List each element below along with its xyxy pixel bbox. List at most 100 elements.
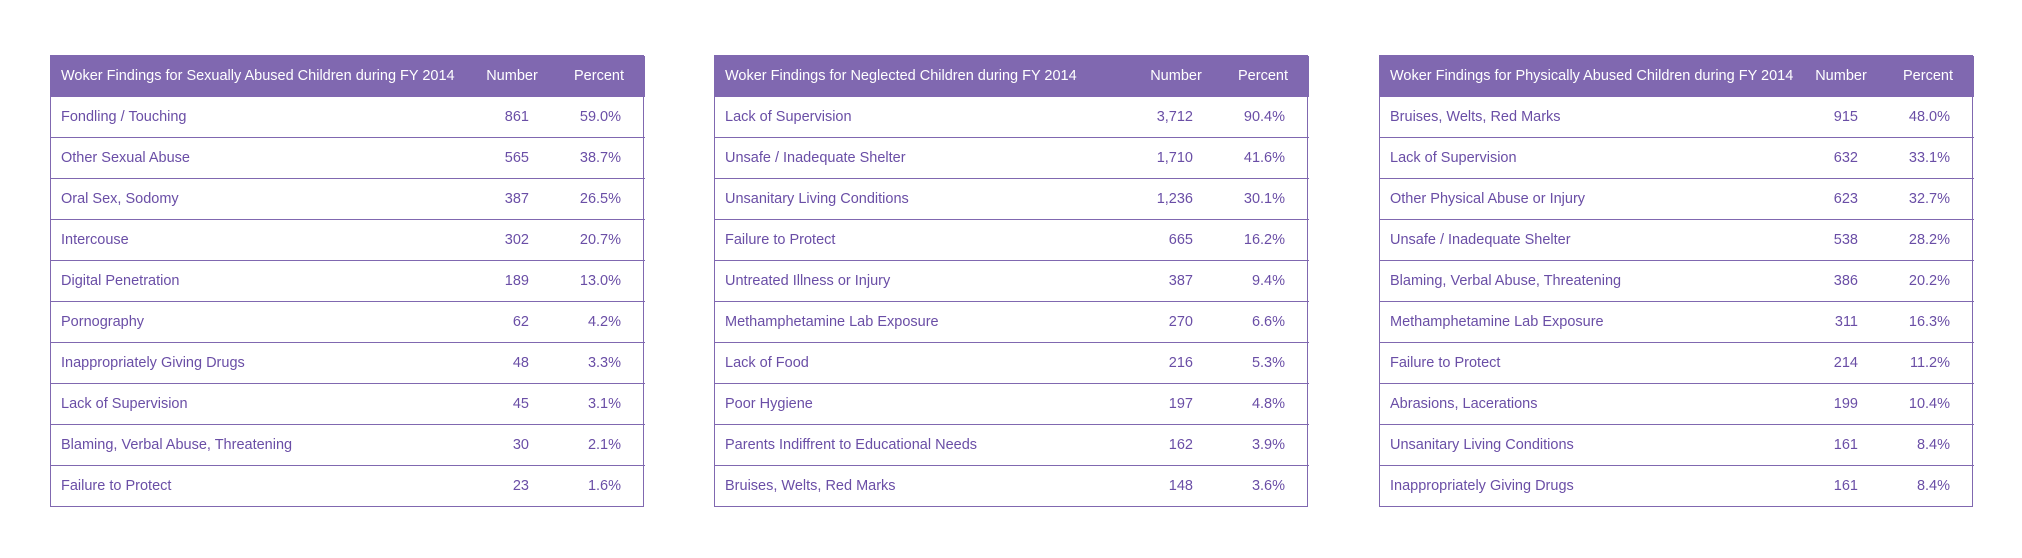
- finding-label-cell: Other Physical Abuse or Injury: [1380, 178, 1800, 220]
- number-cell: 1,710: [1135, 137, 1217, 179]
- finding-label-cell: Failure to Protect: [715, 219, 1135, 261]
- number-cell: 216: [1135, 342, 1217, 384]
- table-row: Blaming, Verbal Abuse, Threatening 386 20.…: [1380, 260, 1974, 302]
- table-row: Failure to Protect 214 11.2%: [1380, 342, 1974, 384]
- finding-label-cell: Digital Penetration: [51, 260, 471, 302]
- table-row: Failure to Protect 23 1.6%: [51, 465, 645, 506]
- finding-label-cell: Other Sexual Abuse: [51, 137, 471, 179]
- table-row: Methamphetamine Lab Exposure 270 6.6%: [715, 301, 1309, 343]
- table-row: Intercouse 302 20.7%: [51, 219, 645, 261]
- table-row: Unsanitary Living Conditions 161 8.4%: [1380, 424, 1974, 466]
- table-row: Unsafe / Inadequate Shelter 1,710 41.6%: [715, 137, 1309, 179]
- number-cell: 565: [471, 137, 553, 179]
- number-cell: 915: [1800, 96, 1882, 138]
- number-cell: 197: [1135, 383, 1217, 425]
- percent-cell: 9.4%: [1217, 260, 1309, 302]
- number-cell: 214: [1800, 342, 1882, 384]
- percent-cell: 2.1%: [553, 424, 645, 466]
- table-row: Failure to Protect 665 16.2%: [715, 219, 1309, 261]
- finding-label-cell: Lack of Supervision: [1380, 137, 1800, 179]
- table-header-row: Woker Findings for Neglected Children du…: [715, 56, 1309, 97]
- percent-cell: 20.2%: [1882, 260, 1974, 302]
- percent-cell: 3.1%: [553, 383, 645, 425]
- finding-label-cell: Failure to Protect: [51, 465, 471, 506]
- number-column-header: Number: [1135, 56, 1217, 97]
- table-row: Lack of Supervision 45 3.1%: [51, 383, 645, 425]
- percent-cell: 48.0%: [1882, 96, 1974, 138]
- finding-label-cell: Bruises, Welts, Red Marks: [1380, 96, 1800, 138]
- table-row: Pornography 62 4.2%: [51, 301, 645, 343]
- percent-cell: 20.7%: [553, 219, 645, 261]
- table-row: Inappropriately Giving Drugs 161 8.4%: [1380, 465, 1974, 506]
- finding-label-cell: Failure to Protect: [1380, 342, 1800, 384]
- finding-label-cell: Methamphetamine Lab Exposure: [715, 301, 1135, 343]
- sexual-abuse-findings-table: Woker Findings for Sexually Abused Child…: [50, 55, 645, 507]
- percent-cell: 5.3%: [1217, 342, 1309, 384]
- percent-cell: 90.4%: [1217, 96, 1309, 138]
- percent-cell: 30.1%: [1217, 178, 1309, 220]
- table-row: Bruises, Welts, Red Marks 148 3.6%: [715, 465, 1309, 506]
- percent-cell: 11.2%: [1882, 342, 1974, 384]
- percent-cell: 41.6%: [1217, 137, 1309, 179]
- number-cell: 861: [471, 96, 553, 138]
- percent-cell: 59.0%: [553, 96, 645, 138]
- table-row: Unsanitary Living Conditions 1,236 30.1%: [715, 178, 1309, 220]
- percent-cell: 4.8%: [1217, 383, 1309, 425]
- finding-label-cell: Unsafe / Inadequate Shelter: [715, 137, 1135, 179]
- number-cell: 623: [1800, 178, 1882, 220]
- finding-label-cell: Blaming, Verbal Abuse, Threatening: [1380, 260, 1800, 302]
- finding-label-cell: Inappropriately Giving Drugs: [1380, 465, 1800, 506]
- finding-label-cell: Lack of Supervision: [51, 383, 471, 425]
- percent-cell: 16.2%: [1217, 219, 1309, 261]
- table-row: Methamphetamine Lab Exposure 311 16.3%: [1380, 301, 1974, 343]
- percent-cell: 38.7%: [553, 137, 645, 179]
- percent-cell: 32.7%: [1882, 178, 1974, 220]
- table-row: Lack of Supervision 632 33.1%: [1380, 137, 1974, 179]
- table-title: Woker Findings for Neglected Children du…: [715, 56, 1135, 97]
- number-column-header: Number: [471, 56, 553, 97]
- number-cell: 161: [1800, 465, 1882, 506]
- number-cell: 302: [471, 219, 553, 261]
- number-cell: 1,236: [1135, 178, 1217, 220]
- table-row: Inappropriately Giving Drugs 48 3.3%: [51, 342, 645, 384]
- number-cell: 199: [1800, 383, 1882, 425]
- finding-label-cell: Bruises, Welts, Red Marks: [715, 465, 1135, 506]
- percent-cell: 28.2%: [1882, 219, 1974, 261]
- finding-label-cell: Unsanitary Living Conditions: [715, 178, 1135, 220]
- finding-label-cell: Unsafe / Inadequate Shelter: [1380, 219, 1800, 261]
- number-cell: 632: [1800, 137, 1882, 179]
- number-cell: 665: [1135, 219, 1217, 261]
- table-row: Digital Penetration 189 13.0%: [51, 260, 645, 302]
- number-cell: 386: [1800, 260, 1882, 302]
- table-row: Fondling / Touching 861 59.0%: [51, 96, 645, 138]
- table-header-row: Woker Findings for Sexually Abused Child…: [51, 56, 645, 97]
- table-row: Parents Indiffrent to Educational Needs 1…: [715, 424, 1309, 466]
- finding-label-cell: Untreated Illness or Injury: [715, 260, 1135, 302]
- finding-label-cell: Abrasions, Lacerations: [1380, 383, 1800, 425]
- finding-label-cell: Intercouse: [51, 219, 471, 261]
- number-cell: 387: [471, 178, 553, 220]
- table-title: Woker Findings for Sexually Abused Child…: [51, 56, 471, 97]
- number-cell: 189: [471, 260, 553, 302]
- finding-label-cell: Unsanitary Living Conditions: [1380, 424, 1800, 466]
- percent-cell: 16.3%: [1882, 301, 1974, 343]
- percent-cell: 26.5%: [553, 178, 645, 220]
- table-row: Lack of Supervision 3,712 90.4%: [715, 96, 1309, 138]
- number-cell: 30: [471, 424, 553, 466]
- percent-cell: 1.6%: [553, 465, 645, 506]
- finding-label-cell: Pornography: [51, 301, 471, 343]
- percent-cell: 3.6%: [1217, 465, 1309, 506]
- table-row: Untreated Illness or Injury 387 9.4%: [715, 260, 1309, 302]
- percent-cell: 8.4%: [1882, 424, 1974, 466]
- percent-column-header: Percent: [553, 56, 645, 97]
- table-row: Abrasions, Lacerations 199 10.4%: [1380, 383, 1974, 425]
- finding-label-cell: Fondling / Touching: [51, 96, 471, 138]
- number-cell: 161: [1800, 424, 1882, 466]
- table-row: Unsafe / Inadequate Shelter 538 28.2%: [1380, 219, 1974, 261]
- percent-cell: 4.2%: [553, 301, 645, 343]
- number-cell: 311: [1800, 301, 1882, 343]
- number-cell: 62: [471, 301, 553, 343]
- finding-label-cell: Lack of Supervision: [715, 96, 1135, 138]
- number-cell: 387: [1135, 260, 1217, 302]
- finding-label-cell: Oral Sex, Sodomy: [51, 178, 471, 220]
